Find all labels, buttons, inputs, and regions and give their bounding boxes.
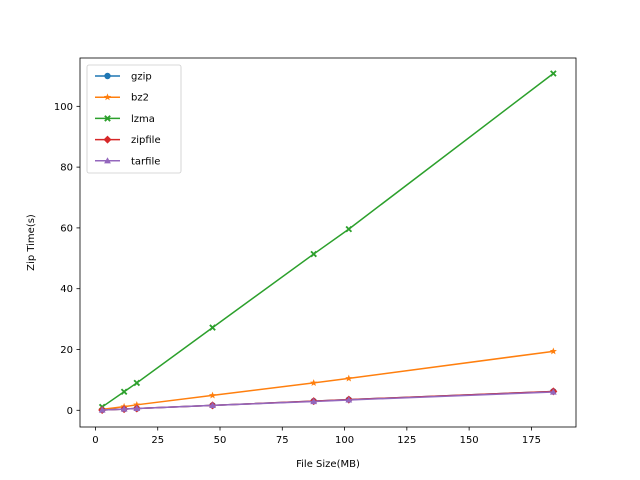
x-tick-label: 175 [522,435,541,446]
legend-marker [103,135,112,144]
legend-item-gzip: gzip [95,72,152,83]
series-tarfile [98,388,557,413]
legend-item-lzma: lzma [95,114,155,125]
legend-item-bz2: bz2 [95,93,149,104]
plot-area [98,70,558,414]
tarfile-point [209,401,216,409]
x-axis-label: File Size(MB) [296,459,360,470]
lzma-point [310,250,317,258]
axes-frame [79,57,577,428]
legend-label: gzip [131,72,152,83]
legend: gzip bz2 lzma zipfile tarfile [86,64,182,174]
y-tick-label: 60 [60,223,73,234]
series-lzma [98,70,557,411]
y-axis: 0 20 40 60 80 100 [54,102,80,417]
y-tick-label: 20 [60,345,73,356]
x-tick-label: 25 [151,435,164,446]
x-tick-label: 50 [214,435,227,446]
bz2-point [208,391,217,399]
lzma-point [120,388,128,396]
legend-marker [104,157,111,164]
x-tick-label: 100 [335,435,354,446]
tarfile-point [310,397,318,405]
x-tick-label: 125 [397,435,416,446]
tarfile-point [133,404,141,412]
legend-marker [103,93,112,101]
y-tick-label: 40 [60,284,73,295]
lzma-point [345,225,353,233]
y-tick-label: 100 [54,102,73,113]
y-tick-label: 80 [60,163,73,174]
lzma-point [133,379,141,387]
x-axis: 0 25 50 75 100 125 150 175 [92,427,541,446]
legend-box [86,64,182,174]
legend-marker [104,115,111,122]
legend-item-tarfile: tarfile [95,156,160,167]
x-tick-label: 150 [460,435,479,446]
bz2-point [310,379,318,386]
bz2-point [549,347,557,355]
tarfile-point [345,396,353,403]
legend-marker [104,72,111,80]
legend-item-zipfile: zipfile [95,135,161,146]
tarfile-point [549,388,557,395]
bz2-point [133,401,141,408]
legend-label: bz2 [131,93,149,104]
lzma-point [550,70,557,77]
legend-label: lzma [131,114,155,125]
x-tick-label: 0 [92,435,98,446]
y-tick-label: 0 [67,406,73,417]
lzma-point [209,324,216,331]
y-axis-label: Zip Time(s) [26,214,37,271]
legend-label: zipfile [131,135,161,146]
bz2-point [345,374,353,382]
tarfile-point [98,406,106,413]
legend-label: tarfile [131,156,160,167]
x-tick-label: 75 [276,435,289,446]
tarfile-point [120,405,128,412]
